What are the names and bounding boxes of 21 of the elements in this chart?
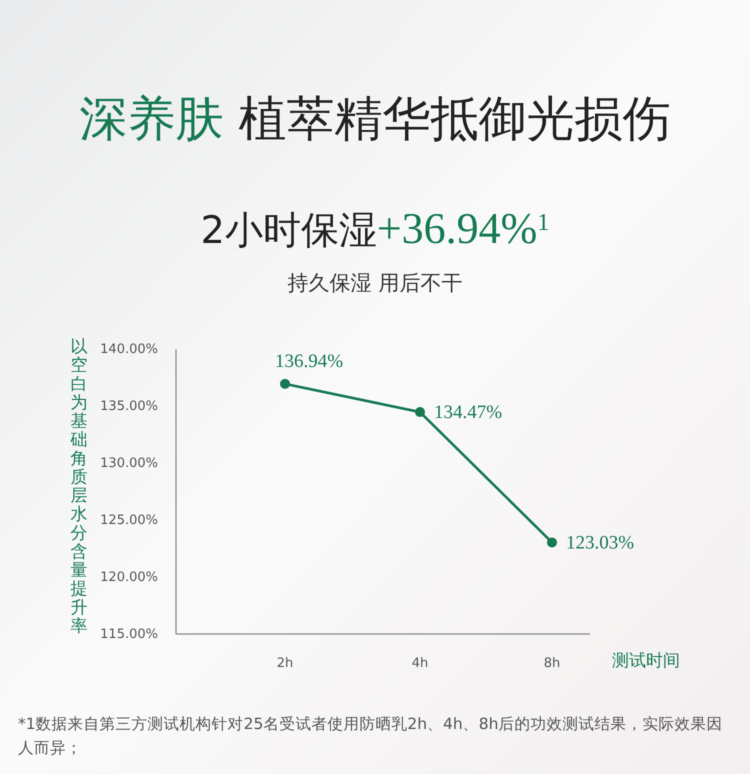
x-tick-label: 2h [276, 656, 294, 671]
y-tick-label: 140.00% [100, 342, 158, 356]
point [415, 407, 425, 418]
chart-title: 深养肤 植萃精华抵御光损伤 [79, 91, 671, 147]
chart-subtitle: 2小时保湿+36.94%$^{1}$ [200, 204, 550, 253]
data-label: 134.47% [434, 402, 502, 424]
text: 持久保湿 用后不干 [288, 271, 462, 295]
x-tick-label: 8h [544, 656, 560, 671]
data-label: 123.03% [566, 532, 634, 554]
text: 以空白为基础角质层水分含量提升率 [70, 337, 88, 636]
data-label: 136.94% [275, 350, 344, 372]
text: *1数据来自第三方测试机构针对25名受试者使用防晒乳2h、4h、8h后的功效测试结果，实际效果因人而异； [18, 714, 724, 759]
point [547, 537, 557, 548]
x-axis-title: 测试时间 [612, 651, 680, 671]
point [280, 378, 290, 389]
y-tick-label: 115.00% [100, 626, 158, 642]
y-tick-label: 125.00% [100, 512, 158, 528]
x-tick-label: 4h [412, 656, 428, 671]
y-tick-label: 130.00% [100, 456, 158, 470]
y-tick-label: 120.00% [100, 570, 158, 584]
y-tick-label: 135.00% [100, 398, 158, 414]
